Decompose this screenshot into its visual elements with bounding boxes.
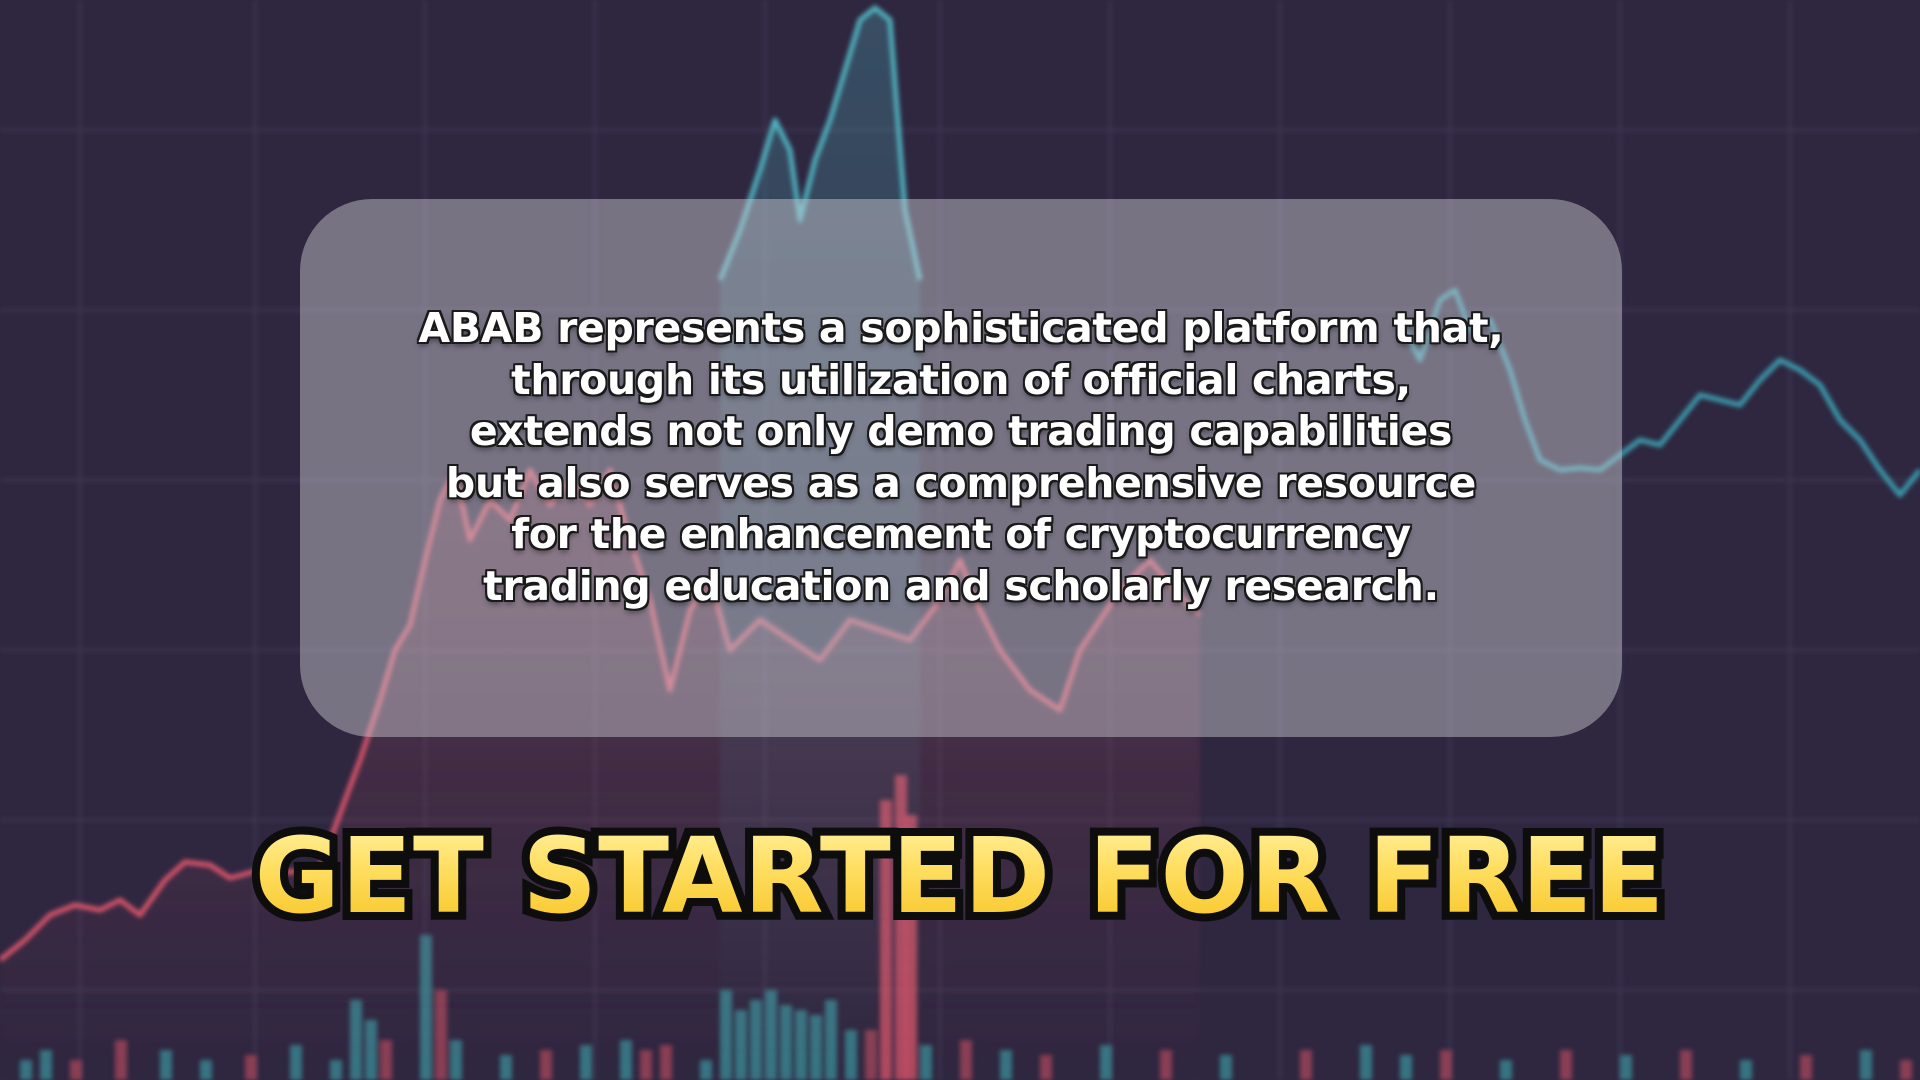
- description-line: for the enhancement of cryptocurrency: [511, 510, 1411, 558]
- volume-bar: [1860, 1050, 1872, 1080]
- chart-teal-area: [720, 8, 920, 1080]
- volume-bar: [1360, 1045, 1372, 1080]
- chart-red-line: [0, 467, 1202, 962]
- volume-bar: [1740, 1060, 1752, 1080]
- volume-bar: [1560, 1050, 1572, 1080]
- volume-bar: [1800, 1055, 1812, 1080]
- description-line: but also serves as a comprehensive resou…: [445, 458, 1477, 507]
- description-line: ABAB represents a sophisticated platform…: [418, 304, 1504, 352]
- volume-bar: [1900, 1060, 1912, 1080]
- volume-bar: [1680, 1050, 1692, 1080]
- description-line: trading education and scholarly research…: [483, 561, 1439, 610]
- chart-teal-line-right: [1397, 287, 1920, 498]
- get-started-cta[interactable]: GET STARTED FOR FREE: [0, 816, 1920, 936]
- volume-bar: [1620, 1055, 1632, 1080]
- cta-outline: GET STARTED FOR FREE: [0, 808, 1920, 944]
- chart-teal-line: [717, 5, 923, 281]
- volume-bar: [1440, 1050, 1452, 1080]
- volume-bar: [1400, 1055, 1412, 1080]
- volume-bar: [1300, 1050, 1312, 1080]
- description-card: ABAB represents a sophisticated platform…: [300, 199, 1622, 737]
- volume-bar: [1500, 1060, 1512, 1080]
- description-text: ABAB represents a sophisticated platform…: [341, 303, 1581, 612]
- description-line: through its utilization of official char…: [511, 355, 1411, 404]
- volume-bar: [1220, 1055, 1232, 1080]
- description-line: extends not only demo trading capabiliti…: [469, 407, 1453, 455]
